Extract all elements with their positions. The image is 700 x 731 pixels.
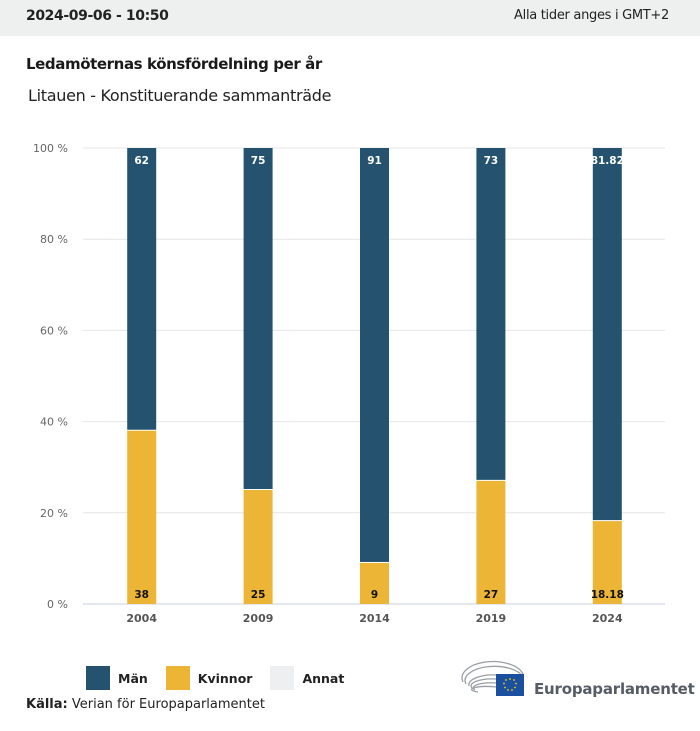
- y-tick-label: 0 %: [47, 598, 68, 611]
- legend-label-man: Män: [118, 670, 148, 686]
- bar-man: [476, 148, 506, 480]
- legend-swatch-man: [86, 666, 110, 690]
- legend: Män Kvinnor Annat: [86, 665, 362, 691]
- data-label-man: 75: [251, 155, 266, 167]
- timezone-note: Alla tider anges i GMT+2: [514, 8, 669, 23]
- data-label-kvinnor: 38: [134, 589, 149, 601]
- x-axis: 2004 2009 2014 2019 2024: [126, 612, 623, 625]
- y-tick-label: 100 %: [33, 142, 68, 155]
- bars: 62 38 75 25 91 9 73 27 81.82 18.18: [127, 148, 624, 604]
- bar-kvinnor: [592, 521, 622, 604]
- bar-man: [127, 148, 157, 430]
- y-tick-label: 80 %: [40, 233, 68, 246]
- bar-kvinnor: [476, 480, 506, 604]
- legend-item-kvinnor[interactable]: Kvinnor: [165, 666, 253, 690]
- y-tick-label: 60 %: [40, 324, 68, 337]
- top-bar: 2024-09-06 - 10:50 Alla tider anges i GM…: [0, 0, 700, 36]
- data-label-man: 91: [367, 155, 382, 167]
- legend-item-man[interactable]: Män: [86, 666, 148, 690]
- data-label-man: 62: [134, 155, 149, 167]
- bar-kvinnor: [243, 490, 273, 604]
- x-tick-label: 2004: [126, 612, 157, 625]
- source-label: Källa:: [26, 697, 68, 712]
- chart-subtitle: Litauen - Konstituerande sammanträde: [28, 86, 332, 105]
- source-note: Källa: Verian för Europaparlamentet: [26, 697, 265, 712]
- legend-label-kvinnor: Kvinnor: [197, 670, 253, 686]
- legend-swatch-annat: [270, 666, 295, 690]
- y-axis: 0 % 20 % 40 % 60 % 80 % 100 %: [33, 142, 68, 611]
- data-label-man: 73: [484, 155, 499, 167]
- x-tick-label: 2009: [243, 612, 274, 625]
- data-label-man: 81.82: [591, 155, 624, 167]
- x-tick-label: 2024: [592, 612, 623, 625]
- bar-man: [243, 148, 273, 489]
- european-parliament-logo: Europaparlamentet: [460, 658, 695, 700]
- bar-kvinnor: [127, 430, 157, 604]
- y-tick-label: 40 %: [40, 416, 68, 429]
- logo-text: Europaparlamentet: [534, 680, 695, 698]
- stacked-bar-chart: 0 % 20 % 40 % 60 % 80 % 100 % 62 38 75 25 91 9 73 27…: [33, 142, 665, 625]
- x-tick-label: 2014: [359, 612, 390, 625]
- bar-man: [592, 148, 622, 521]
- data-label-kvinnor: 18.18: [591, 589, 624, 601]
- x-tick-label: 2019: [476, 612, 507, 625]
- legend-label-annat: Annat: [302, 670, 345, 686]
- chart-title: Ledamöternas könsfördelning per år: [26, 55, 322, 73]
- data-label-kvinnor: 27: [484, 589, 499, 601]
- source-text: Verian för Europaparlamentet: [71, 697, 265, 712]
- legend-item-annat[interactable]: Annat: [270, 666, 344, 690]
- data-label-kvinnor: 25: [251, 589, 266, 601]
- bar-kvinnor: [360, 562, 389, 604]
- legend-swatch-kvinnor: [165, 666, 190, 690]
- data-label-kvinnor: 9: [371, 589, 378, 601]
- y-tick-label: 20 %: [40, 507, 68, 520]
- bar-man: [360, 148, 389, 562]
- timestamp: 2024-09-06 - 10:50: [26, 8, 169, 24]
- parliament-hemicycle-icon: [461, 660, 524, 696]
